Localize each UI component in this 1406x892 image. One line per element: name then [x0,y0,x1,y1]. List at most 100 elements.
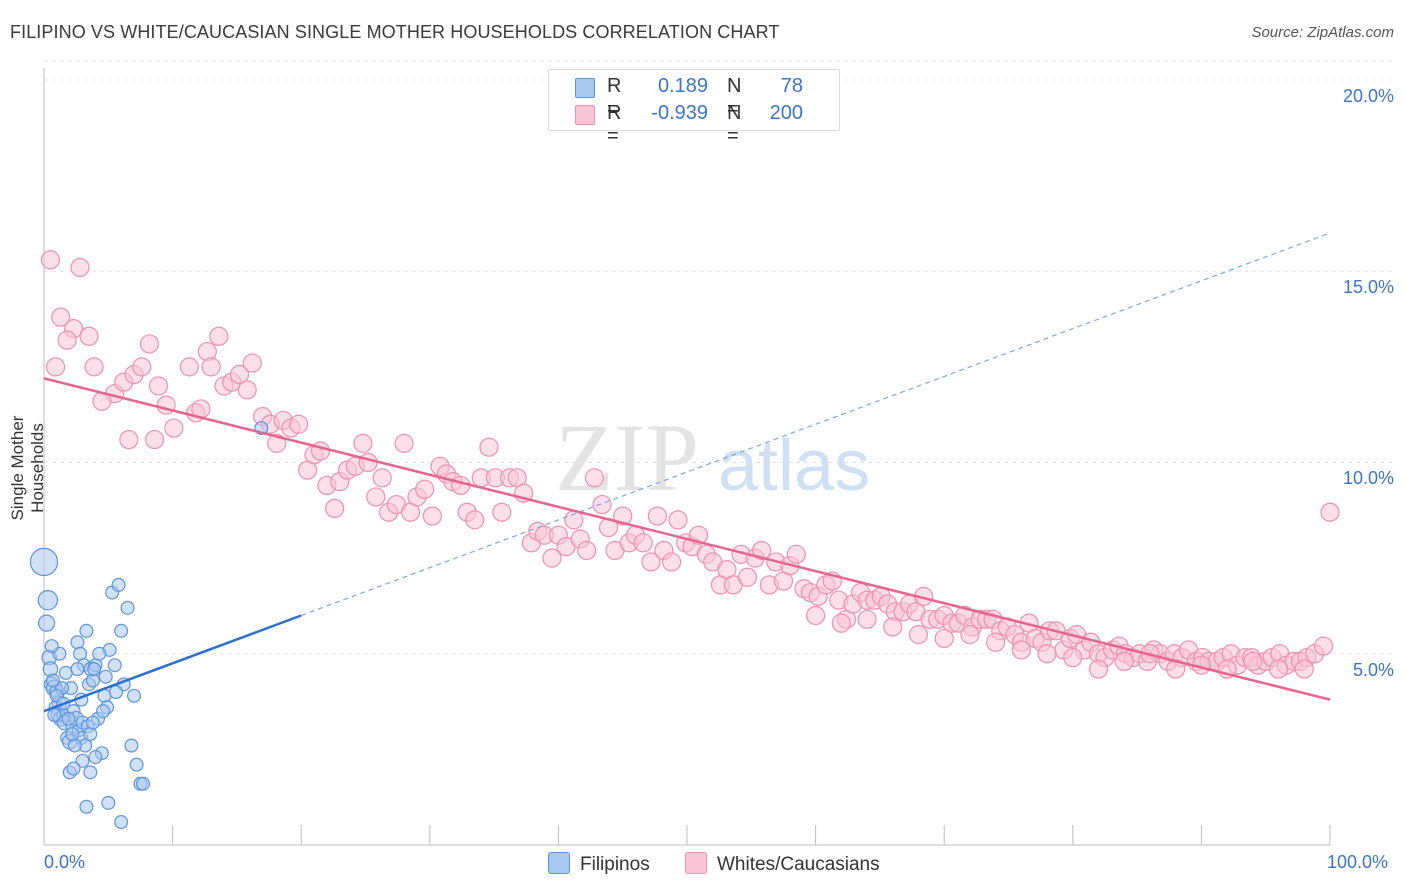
watermark-zip: ZIP [555,404,699,511]
scatter-point-whites [229,364,250,385]
legend-n-value-filipinos: 78 [780,75,803,97]
scatter-point-filipinos [37,590,59,611]
scatter-point-whites [908,625,929,645]
scatter-point-whites [1313,636,1334,656]
scatter-point-whites [40,250,61,270]
legend-n-label: N = [727,75,742,120]
scatter-point-whites [1320,502,1340,522]
scatter-point-filipinos [29,547,59,577]
scatter-point-filipinos [87,662,102,677]
series-legend-whites: Whites/Caucasians [685,852,880,876]
legend-n-label: N = [727,102,742,147]
scatter-point-filipinos [70,662,85,677]
scatter-point-whites [751,540,772,561]
series-legend-swatch-filipinos [548,852,570,874]
scatter-point-whites [289,414,309,434]
watermark-atlas: atlas [718,426,870,506]
series-whites [40,250,1340,679]
scatter-point-whites [786,544,806,564]
scatter-point-whites [633,533,653,553]
scatter-point-filipinos [73,646,88,661]
scatter-point-whites [592,494,612,515]
scatter-point-whites [1268,659,1289,679]
scatter-point-filipinos [92,646,107,661]
legend-r-label: R = [607,102,622,147]
scatter-point-whites [358,452,378,473]
scatter-point-filipinos [85,673,100,688]
scatter-point-whites [79,326,99,346]
scatter-point-whites [647,506,668,526]
scatter-point-filipinos [79,799,94,814]
scatter-point-filipinos [65,727,80,742]
scatter-point-whites [422,506,442,526]
scatter-point-whites [179,357,199,377]
scatter-point-whites [132,357,152,377]
scatter-point-whites [805,605,826,626]
scatter-point-filipinos [136,776,151,791]
scatter-point-filipinos [79,623,94,638]
scatter-point-whites [737,567,758,587]
legend-r-value-whites: -0.939 [651,102,708,124]
series-legend-filipinos: Filipinos [548,852,650,876]
axes [43,68,1331,846]
y-tick-20: 20.0% [1342,86,1394,106]
scatter-point-filipinos [61,711,76,726]
scatter-point-filipinos [124,738,139,753]
scatter-point-whites [70,257,90,278]
scatter-point-filipinos [107,658,122,673]
scatter-point-whites [668,510,688,530]
chart-source: Source: ZipAtlas.com [1251,24,1394,41]
legend-n-value-whites: 200 [769,102,803,124]
scatter-point-whites [139,334,160,354]
scatter-point-whites [465,510,485,530]
trend-line-filipinos [43,614,302,713]
scatter-point-filipinos [101,795,116,810]
scatter-point-whites [164,418,184,438]
scatter-point-whites [415,479,435,499]
y-axis-label: Single Mother Households [8,415,47,521]
legend-swatch-whites [575,105,595,125]
legend-swatch-filipinos [575,78,595,98]
scatter-point-filipinos [129,757,144,772]
scatter-point-filipinos [37,614,56,632]
scatter-point-whites [144,429,165,450]
correlation-legend: R = 0.189 N = 78 R = -0.939 N = 200 [548,69,840,147]
scatter-point-filipinos [114,623,129,638]
scatter-point-whites [242,353,262,373]
series-legend-label-filipinos: Filipinos [580,854,650,875]
scatter-point-whites [451,475,471,496]
scatter-point-whites [1088,659,1109,679]
scatter-point-whites [201,357,221,377]
scatter-point-whites [353,433,373,453]
series-legend-label-whites: Whites/Caucasians [717,854,880,875]
scatter-point-whites [1114,651,1134,672]
scatter-point-filipinos [96,704,111,719]
scatter-point-whites [577,540,597,561]
scatter-point-whites [1294,659,1314,679]
scatter-point-filipinos [46,673,61,688]
scatter-point-filipinos [83,727,98,742]
scatter-point-filipinos [98,669,113,684]
scatter-point-filipinos [109,684,124,699]
scatter-point-whites [831,613,851,633]
scatter-point-whites [372,468,392,488]
scatter-point-filipinos [83,765,98,780]
scatter-point-filipinos [44,639,59,654]
scatter-point-whites [1063,647,1083,668]
trend-line-filipinos-extension [300,232,1331,617]
scatter-point-filipinos [114,815,129,830]
scatter-point-whites [934,628,954,649]
scatter-point-whites [51,307,71,327]
scatter-point-whites [209,326,229,346]
scatter-point-whites [394,433,414,453]
scatter-point-whites [960,625,980,645]
scatter-point-whites [57,330,77,350]
scatter-point-whites [661,552,682,572]
scatter-point-filipinos [70,635,85,650]
scatter-point-filipinos [67,738,82,753]
scatter-point-whites [492,502,512,522]
scatter-point-filipinos [88,750,103,765]
scatter-point-whites [325,498,345,518]
trend-line-whites [43,377,1331,701]
